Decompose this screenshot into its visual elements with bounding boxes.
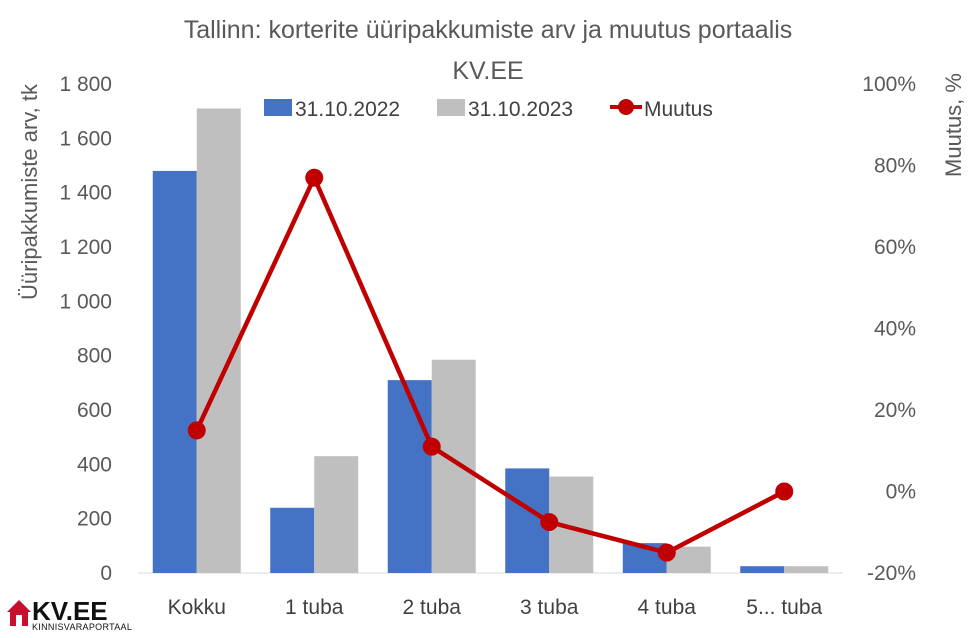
y2-tick-label: 20%	[874, 399, 916, 422]
category-label: Kokku	[168, 596, 226, 619]
category-label: 2 tuba	[403, 596, 462, 619]
category-label: 4 tuba	[638, 596, 697, 619]
y-tick-label: 1 600	[59, 127, 112, 150]
y-tick-label: 0	[100, 562, 112, 585]
y2-tick-label: -20%	[867, 562, 916, 585]
logo-brand: KV.EE	[32, 596, 108, 626]
y-tick-label: 800	[77, 345, 112, 368]
y2-axis-ticks: -20% 0% 20% 40% 60% 80% 100%	[862, 73, 916, 585]
y-tick-label: 1 800	[59, 73, 112, 96]
chart-title-line1: Tallinn: korterite üüripakkumiste arv ja…	[184, 16, 793, 44]
point-Muutus-2 tuba	[422, 437, 441, 456]
legend-label-2022: 31.10.2022	[295, 98, 400, 121]
point-Muutus-1 tuba	[305, 168, 324, 187]
y-tick-label: 200	[77, 508, 112, 531]
bar-31.10.2023-2 tuba	[431, 359, 476, 573]
y2-axis-label: Muutus, %	[941, 73, 966, 177]
y-tick-label: 400	[77, 453, 112, 476]
y-tick-label: 1 000	[59, 290, 112, 313]
y-axis-ticks: 0 200 400 600 800 1 000 1 200 1 400 1 600 1 800	[59, 73, 112, 585]
legend-label-muutus: Muutus	[644, 98, 713, 121]
y2-tick-label: 40%	[874, 318, 916, 341]
category-labels: Kokku 1 tuba 2 tuba 3 tuba 4 tuba 5... tuba	[168, 596, 823, 619]
logo-subtitle: KINNISVARAPORTAAL	[32, 622, 133, 632]
y2-tick-label: 80%	[874, 155, 916, 178]
legend: 31.10.2022 31.10.2023 Muutus	[264, 98, 713, 121]
bar-31.10.2022-2 tuba	[387, 380, 432, 573]
legend-marker-muutus	[618, 99, 634, 115]
chart-title-line2: KV.EE	[452, 57, 523, 85]
y-axis-label: Üüripakkumiste arv, tk	[17, 83, 42, 300]
legend-label-2023: 31.10.2023	[468, 98, 573, 121]
bar-31.10.2023-5... tuba	[784, 566, 829, 573]
y2-tick-label: 0%	[886, 481, 916, 504]
category-label: 3 tuba	[520, 596, 579, 619]
bar-31.10.2023-1 tuba	[314, 456, 359, 573]
y-tick-label: 1 400	[59, 182, 112, 205]
y-tick-label: 1 200	[59, 236, 112, 259]
change-line	[187, 168, 794, 562]
y2-tick-label: 60%	[874, 236, 916, 259]
bars	[152, 108, 829, 573]
y-tick-label: 600	[77, 399, 112, 422]
point-Muutus-3 tuba	[540, 513, 559, 532]
kv-ee-logo: KV.EE KINNISVARAPORTAAL	[6, 596, 146, 636]
point-Muutus-Kokku	[187, 421, 206, 440]
point-Muutus-4 tuba	[657, 543, 676, 562]
house-icon	[7, 600, 31, 626]
bar-31.10.2022-1 tuba	[270, 507, 315, 573]
line-Muutus	[194, 175, 786, 555]
category-label: 1 tuba	[285, 596, 344, 619]
bar-31.10.2022-5... tuba	[740, 566, 785, 573]
category-label: 5... tuba	[746, 596, 822, 619]
bar-31.10.2022-Kokku	[152, 170, 197, 573]
bar-31.10.2023-Kokku	[196, 108, 241, 573]
y2-tick-label: 100%	[862, 73, 916, 96]
legend-swatch-2023	[437, 99, 465, 116]
legend-swatch-2022	[264, 99, 292, 116]
point-Muutus-5... tuba	[775, 482, 794, 501]
